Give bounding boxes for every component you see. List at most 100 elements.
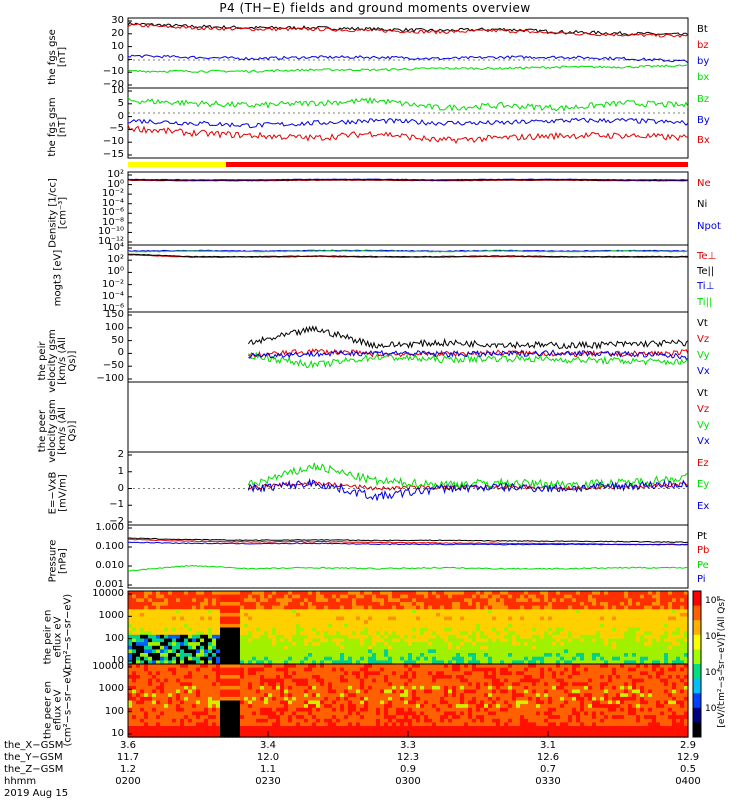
spectrogram-cell [296,668,301,672]
spectrogram-cell [244,598,249,602]
spectrogram-cell [332,598,337,602]
spectrogram-cell [460,620,465,624]
spectrogram-cell [360,708,365,712]
spectrogram-cell [188,620,193,624]
spectrogram-cell [168,668,173,672]
spectrogram-cell [244,631,249,635]
spectrogram-cell [652,635,657,639]
spectrogram-cell [372,671,377,675]
spectrogram-cell [240,715,245,719]
spectrogram-cell [352,671,357,675]
spectrogram-cell [152,635,157,639]
spectrogram-cell [200,606,205,610]
spectrogram-cell [592,606,597,610]
spectrogram-cell [348,690,353,694]
spectrogram-cell [160,620,165,624]
spectrogram-cell [240,598,245,602]
spectrogram-cell [304,595,309,599]
spectrogram-cell [500,595,505,599]
spectrogram-cell [220,671,225,675]
spectrogram-cell [204,704,209,708]
spectrogram-cell [404,671,409,675]
spectrogram-cell [296,704,301,708]
spectrogram-cell [308,653,313,657]
spectrogram-cell [524,598,529,602]
spectrogram-cell [628,631,633,635]
spectrogram-cell [316,671,321,675]
spectrogram-cell [240,620,245,624]
spectrogram-cell [584,598,589,602]
spectrogram-cell [556,631,561,635]
spectrogram-cell [484,690,489,694]
spectrogram-cell [372,730,377,734]
spectrogram-cell [308,693,313,697]
spectrogram-cell [212,606,217,610]
spectrogram-cell [536,642,541,646]
spectrogram-cell [644,642,649,646]
spectrogram-cell [424,704,429,708]
spectrogram-cell [348,635,353,639]
spectrogram-cell [196,668,201,672]
spectrogram-cell [200,690,205,694]
spectrogram-cell [680,620,685,624]
spectrogram-cell [656,598,661,602]
spectrogram-cell [496,730,501,734]
spectrogram-cell [656,620,661,624]
spectrogram-cell [180,653,185,657]
spectrogram-cell [156,631,161,635]
spectrogram-cell [372,617,377,621]
spectrogram-cell [320,657,325,661]
spectrogram-cell [360,679,365,683]
spectrogram-cell [260,620,265,624]
spectrogram-cell [164,620,169,624]
spectrogram-cell [324,693,329,697]
spectrogram-cell [340,598,345,602]
spectrogram-cell [524,708,529,712]
spectrogram-cell [256,642,261,646]
spectrogram-cell [352,635,357,639]
spectrogram-cell [668,595,673,599]
spectrogram-cell [300,642,305,646]
spectrogram-cell [500,715,505,719]
spectrogram-cell [480,671,485,675]
spectrogram-cell [376,631,381,635]
spectrogram-cell [204,620,209,624]
spectrogram-cell [192,704,197,708]
spectrogram-cell [172,704,177,708]
spectrogram-cell [500,668,505,672]
spectrogram-cell [544,653,549,657]
spectrogram-cell [388,704,393,708]
spectrogram-cell [472,620,477,624]
spectrogram-cell [148,595,153,599]
spectrogram-cell [232,690,237,694]
spectrogram-cell [516,715,521,719]
spectrogram-cell [580,657,585,661]
spectrogram-cell [272,708,277,712]
spectrogram-cell [128,606,133,610]
spectrogram-cell [140,631,145,635]
spectrogram-cell [432,631,437,635]
spectrogram-cell [312,690,317,694]
spectrogram-cell [596,642,601,646]
series-Ti|| [128,251,688,252]
spectrogram-cell [624,657,629,661]
spectrogram-cell [440,617,445,621]
spectrogram-cell [176,653,181,657]
spectrogram-cell [344,598,349,602]
spectrogram-cell [372,693,377,697]
spectrogram-cell [560,606,565,610]
spectrogram-cell [480,715,485,719]
spectrogram-cell [680,617,685,621]
spectrogram-cell [664,653,669,657]
spectrogram-cell [572,653,577,657]
spectrogram-cell [136,642,141,646]
spectrogram-cell [208,679,213,683]
spectrogram-cell [660,653,665,657]
spectrogram-cell [364,631,369,635]
spectrogram-cell [264,715,269,719]
spectrogram-cell [628,620,633,624]
spectrogram-cell [220,708,225,712]
spectrogram-cell [540,668,545,672]
spectrogram-cell [532,726,537,730]
spectrogram-cell [356,668,361,672]
